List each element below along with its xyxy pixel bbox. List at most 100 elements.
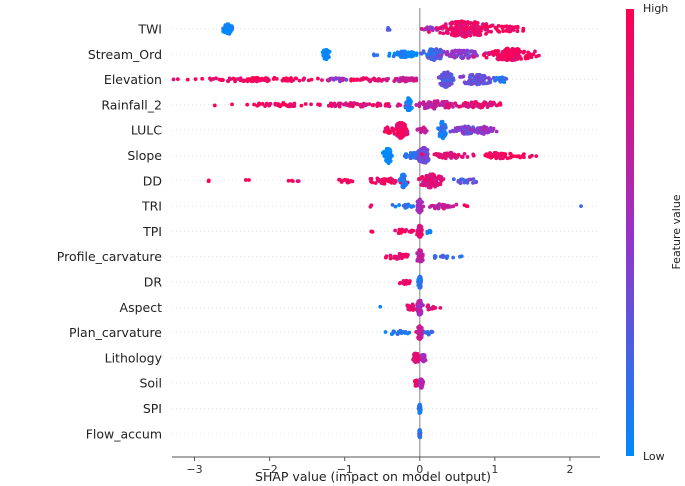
shap-point	[303, 102, 308, 106]
shap-point	[474, 103, 479, 108]
shap-point	[297, 78, 302, 83]
colorbar-low-label: Low	[643, 450, 665, 463]
shap-point	[468, 49, 473, 54]
shap-point	[402, 178, 406, 182]
shap-point	[212, 103, 217, 108]
shap-point	[468, 21, 473, 26]
shap-point	[290, 179, 295, 183]
shap-point	[402, 174, 406, 179]
shap-point	[347, 180, 352, 185]
feature-label: Stream_Ord	[88, 47, 162, 62]
shap-point	[227, 76, 232, 81]
feature-label: Soil	[139, 376, 162, 391]
shap-point	[474, 180, 478, 185]
shap-point	[488, 152, 493, 156]
shap-point	[476, 130, 480, 135]
shap-point	[384, 102, 388, 107]
shap-point	[332, 101, 337, 106]
shap-point	[427, 49, 432, 54]
shap-point	[396, 129, 401, 134]
shap-point	[438, 56, 443, 61]
shap-point	[441, 31, 446, 36]
feature-row	[383, 248, 464, 264]
shap-point	[508, 53, 513, 58]
shap-point	[414, 103, 419, 107]
shap-point	[476, 127, 481, 132]
shap-point	[375, 53, 380, 58]
shap-point	[254, 79, 259, 84]
shap-point	[344, 77, 349, 82]
feature-label: Slope	[127, 148, 162, 163]
shap-point	[427, 30, 431, 34]
shap-point	[468, 127, 473, 132]
shap-point	[435, 153, 440, 158]
shap-point	[316, 76, 320, 81]
colorbar-gradient	[626, 9, 634, 456]
shap-point	[510, 46, 515, 51]
shap-point	[320, 78, 324, 83]
shap-point	[392, 329, 397, 334]
shap-point	[447, 75, 452, 80]
shap-point	[355, 77, 360, 82]
shap-point	[442, 71, 446, 76]
shap-point	[459, 50, 464, 55]
shap-point	[214, 76, 218, 81]
shap-point	[428, 229, 433, 234]
shap-point	[493, 78, 497, 83]
shap-point	[453, 49, 458, 54]
shap-point	[427, 100, 431, 104]
shap-point	[477, 82, 482, 86]
shap-point	[330, 76, 335, 81]
x-axis: −3 −2 −1 0 1 2	[172, 456, 600, 476]
shap-point	[444, 30, 449, 35]
shap-point	[515, 25, 520, 30]
x-tick-label: 0	[416, 463, 423, 476]
shap-point	[484, 153, 489, 158]
shap-point	[493, 49, 497, 54]
shap-point	[527, 53, 532, 57]
shap-point	[443, 22, 448, 27]
shap-point	[424, 102, 429, 107]
feature-row	[212, 96, 503, 113]
shap-point	[480, 105, 485, 110]
shap-point	[440, 26, 445, 31]
shap-point	[406, 54, 411, 59]
shap-point	[445, 84, 449, 89]
shap-point	[468, 103, 472, 108]
shap-point	[421, 49, 426, 54]
shap-point	[429, 203, 434, 208]
feature-label: TRI	[141, 199, 162, 214]
shap-point	[471, 54, 476, 59]
shap-point	[232, 77, 237, 82]
shap-point	[387, 147, 392, 152]
shap-point	[388, 253, 393, 258]
shap-point	[383, 330, 388, 334]
feature-row	[378, 298, 443, 317]
shap-point	[295, 179, 300, 184]
shap-point	[450, 31, 455, 36]
shap-point	[456, 31, 461, 36]
shap-point	[301, 77, 306, 82]
shap-point	[428, 25, 433, 30]
shap-point	[226, 22, 231, 27]
shap-point	[465, 33, 470, 38]
shap-point	[438, 254, 443, 259]
shap-point	[460, 55, 465, 59]
feature-row	[412, 377, 426, 390]
shap-point	[415, 251, 420, 256]
shap-point	[411, 228, 416, 233]
shap-point	[424, 149, 429, 154]
shap-point	[504, 28, 509, 33]
shap-point	[283, 102, 288, 107]
shap-point	[259, 76, 264, 81]
shap-point	[337, 177, 341, 182]
shap-point	[446, 102, 450, 107]
shap-point	[501, 57, 506, 62]
feature-labels: TWI Stream_Ord Elevation Rainfall_2 LULC Slop…	[57, 22, 163, 442]
shap-point	[383, 126, 388, 131]
shap-point	[376, 78, 381, 83]
shap-point	[399, 136, 404, 140]
shap-point	[461, 74, 465, 79]
shap-point	[286, 78, 290, 83]
shap-point	[394, 76, 398, 81]
